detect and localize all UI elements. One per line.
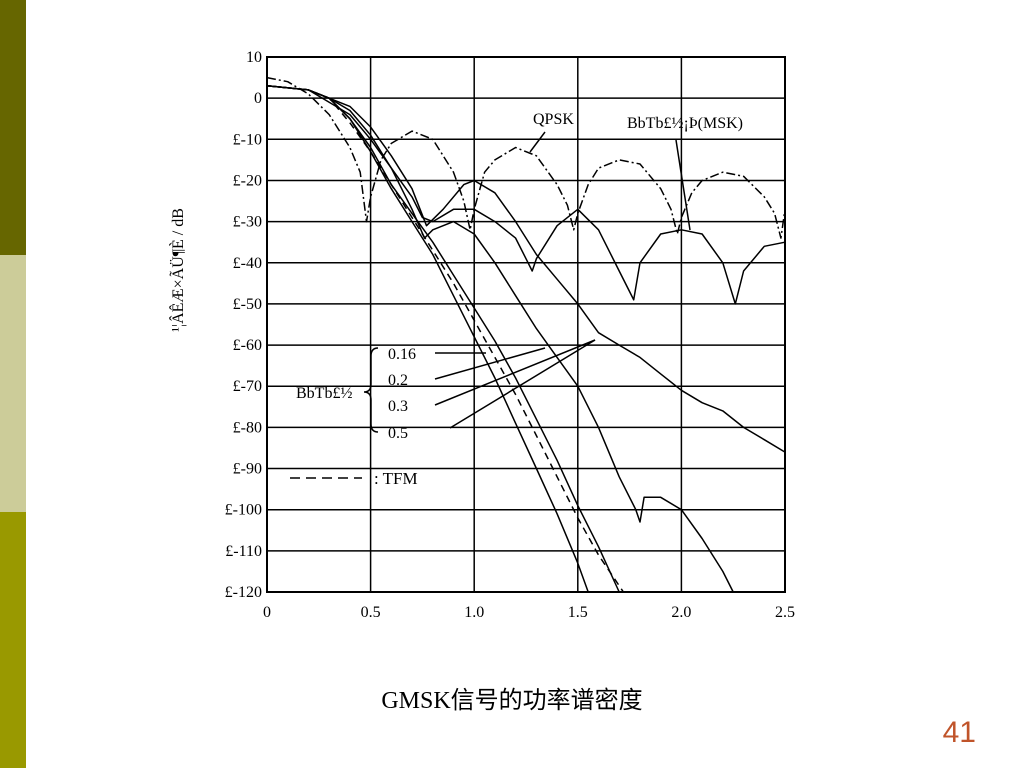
tfm-label: : TFM bbox=[374, 469, 418, 488]
x-tick-label: 1.0 bbox=[464, 604, 484, 621]
y-tick-label: £-120 bbox=[225, 584, 262, 601]
leader-lines bbox=[434, 131, 691, 429]
qpsk-label: QPSK bbox=[533, 111, 574, 128]
y-tick-label: £-10 bbox=[233, 131, 262, 148]
series-line-tfm bbox=[266, 85, 625, 593]
legend-label-0-3: 0.3 bbox=[388, 398, 408, 415]
x-tick-label: 0 bbox=[263, 604, 271, 621]
leader-qpsk bbox=[529, 131, 546, 153]
series-lines bbox=[266, 76, 786, 593]
leader-0-3 bbox=[434, 339, 596, 406]
series-line-0-3 bbox=[266, 85, 734, 593]
msk-label: BbTb£½¡Þ(MSK) bbox=[627, 115, 743, 132]
y-tick-label: £-100 bbox=[225, 502, 262, 519]
y-tick-label: £-70 bbox=[233, 378, 262, 395]
page-number: 41 bbox=[942, 716, 976, 749]
series-line-msk bbox=[266, 85, 786, 305]
y-tick-label: 10 bbox=[246, 49, 262, 66]
series-line-qpsk bbox=[266, 76, 786, 239]
grid bbox=[266, 56, 786, 593]
annotation-labels: ¹¦ÂÊÆ×ÃÜ¶È / dB QPSK BbTb£½¡Þ(MSK) BbTb£… bbox=[168, 111, 743, 488]
plot-frame bbox=[266, 56, 786, 593]
x-tick-label: 1.5 bbox=[568, 604, 588, 621]
side-bar-top bbox=[0, 0, 26, 255]
legend-label-0-16: 0.16 bbox=[388, 346, 416, 363]
bt-brace bbox=[363, 347, 379, 433]
series-line-0-2 bbox=[266, 85, 620, 593]
y-tick-label: £-50 bbox=[233, 296, 262, 313]
leader-0-5 bbox=[449, 339, 596, 429]
x-tick-label: 2.0 bbox=[671, 604, 691, 621]
y-tick-label: £-90 bbox=[233, 461, 262, 478]
y-tick-label: £-40 bbox=[233, 255, 262, 272]
y-tick-label: £-60 bbox=[233, 337, 262, 354]
leader-0-2 bbox=[434, 347, 546, 380]
y-axis-label: ¹¦ÂÊÆ×ÃÜ¶È / dB bbox=[168, 208, 187, 332]
y-tick-label: £-110 bbox=[225, 543, 262, 560]
leader-msk bbox=[675, 139, 691, 231]
side-bar-bottom bbox=[0, 512, 26, 768]
series-line-0-5 bbox=[266, 85, 786, 453]
bt-legend: 0.16 0.2 0.3 0.5 bbox=[388, 346, 416, 442]
x-tick-label: 2.5 bbox=[775, 604, 795, 621]
legend-label-0-2: 0.2 bbox=[388, 372, 408, 389]
bt-label: BbTb£½ bbox=[296, 385, 352, 402]
side-bar-middle bbox=[0, 255, 26, 512]
legend-label-0-5: 0.5 bbox=[388, 425, 408, 442]
tick-labels: 10 0 £-10 £-20 £-30 £-40 £-50 £-60 £-70 £-80 £-90 £… bbox=[225, 49, 795, 621]
y-tick-label: £-80 bbox=[233, 419, 262, 436]
slide-caption: GMSK信号的功率谱密度 bbox=[381, 688, 643, 714]
y-tick-label: £-30 bbox=[233, 214, 262, 231]
y-tick-label: £-20 bbox=[233, 172, 262, 189]
x-tick-label: 0.5 bbox=[361, 604, 381, 621]
y-tick-label: 0 bbox=[254, 90, 262, 107]
